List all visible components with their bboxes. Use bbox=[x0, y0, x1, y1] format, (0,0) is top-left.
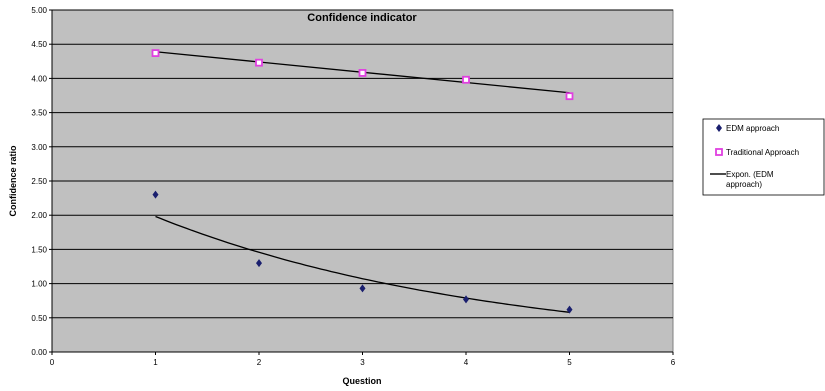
edm-point-4 bbox=[463, 295, 469, 304]
x-tick-label-6: 6 bbox=[671, 358, 676, 367]
x-tick-label-5: 5 bbox=[567, 358, 572, 367]
traditional-point-5 bbox=[565, 92, 574, 101]
x-axis-title: Question bbox=[342, 376, 381, 386]
y-tick-label-3: 1.50 bbox=[31, 245, 47, 254]
y-tick-label-8: 4.00 bbox=[31, 74, 47, 83]
y-tick-label-2: 1.00 bbox=[31, 280, 47, 289]
x-tick-label-3: 3 bbox=[360, 358, 365, 367]
y-tick-label-6: 3.00 bbox=[31, 143, 47, 152]
y-tick-label-10: 5.00 bbox=[31, 6, 47, 15]
traditional-point-2 bbox=[255, 58, 263, 67]
x-tick-label-0: 0 bbox=[50, 358, 55, 367]
legend-box bbox=[702, 118, 825, 196]
chart-title: Confidence indicator bbox=[307, 12, 417, 24]
y-tick-label-1: 0.50 bbox=[31, 314, 47, 323]
x-tick-label-2: 2 bbox=[257, 358, 262, 367]
edm-point-2 bbox=[256, 259, 262, 268]
trendline-exponential bbox=[155, 215, 570, 313]
x-tick-label-4: 4 bbox=[464, 358, 469, 367]
edm-point-3 bbox=[359, 284, 366, 293]
traditional-point-3 bbox=[358, 69, 367, 77]
legend-marker-traditional bbox=[715, 148, 723, 156]
legend-label-edm: EDM approach bbox=[726, 124, 779, 133]
edm-point-1 bbox=[152, 190, 159, 199]
edm-point-5 bbox=[566, 305, 573, 314]
y-tick-label-5: 2.50 bbox=[31, 177, 47, 186]
legend: EDM approach Traditional Approach Expon. (… bbox=[702, 118, 825, 196]
y-tick-label-7: 3.50 bbox=[31, 109, 47, 118]
y-tick-label-9: 4.50 bbox=[31, 40, 47, 49]
legend-label-traditional: Traditional Approach bbox=[726, 148, 799, 157]
y-tick-label-0: 0.00 bbox=[31, 348, 47, 357]
y-axis-title: Confidence ratio bbox=[8, 145, 18, 217]
gridlines bbox=[52, 9, 673, 319]
legend-marker-edm bbox=[716, 124, 722, 132]
x-axis-ticks: 0 1 2 3 4 5 6 bbox=[50, 352, 676, 367]
legend-label-expon: Expon. (EDM approach) bbox=[726, 170, 774, 189]
y-tick-label-4: 2.00 bbox=[31, 211, 47, 220]
traditional-point-4 bbox=[462, 75, 470, 84]
data-points bbox=[151, 49, 574, 314]
traditional-point-1 bbox=[151, 49, 160, 57]
x-tick-label-1: 1 bbox=[153, 358, 158, 367]
